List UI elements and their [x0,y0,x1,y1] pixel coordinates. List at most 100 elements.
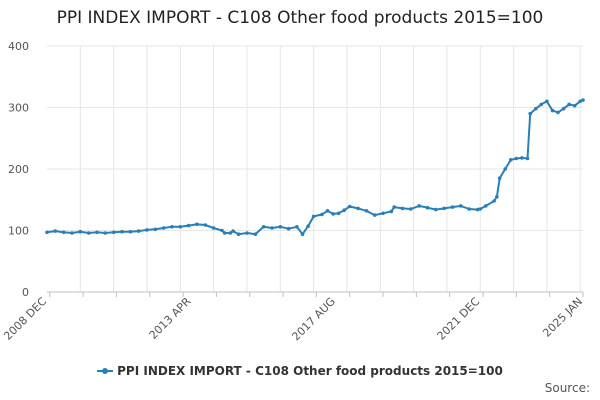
data-point [70,231,74,235]
data-point [245,231,249,235]
data-point [236,232,241,236]
data-point [286,226,291,231]
y-tick-label: 300 [8,102,29,115]
data-point [539,102,544,107]
data-point [417,204,421,208]
data-point [478,207,483,211]
chart-title: PPI INDEX IMPORT - C108 Other food produ… [56,8,544,28]
x-tick-label: 2025 JAN [540,295,585,340]
data-point [136,229,141,233]
series-line [46,99,584,236]
data-point [381,211,385,216]
data-point [503,167,508,171]
data-point [534,106,538,111]
data-point [220,228,224,233]
data-point [581,98,585,102]
x-tick-label: 2013 APR [147,295,194,342]
data-point [186,223,191,228]
data-point [111,230,116,235]
data-point [409,207,413,211]
x-tick-label: 2008 DEC [1,295,49,343]
data-point [45,230,49,235]
data-point [325,209,330,213]
data-point [450,205,455,209]
legend-dot [102,368,109,374]
data-point [389,209,394,214]
data-point [392,205,397,209]
data-point [128,229,133,234]
data-point [153,227,158,232]
data-point [545,99,549,104]
data-point [364,209,369,213]
x-tick-label: 2021 DEC [435,295,483,343]
data-point [336,211,341,216]
y-tick-label: 100 [8,225,29,238]
data-point [203,223,208,227]
source-label: Source: [544,381,590,395]
data-point [495,194,499,199]
data-point [253,232,258,236]
data-point [550,108,555,113]
data-point [222,231,227,235]
data-point [195,222,199,227]
data-point [231,229,235,233]
data-point [520,156,524,160]
data-point [578,99,582,104]
data-point [120,229,124,234]
data-point [525,156,530,161]
data-point [103,231,108,235]
data-point [400,206,405,211]
data-point [497,176,502,180]
data-point [95,230,99,235]
data-point [342,208,347,212]
data-point [442,206,446,211]
data-point [78,229,83,234]
data-point [261,225,266,229]
series-layer [45,98,585,236]
data-point [300,232,305,236]
data-point [509,158,513,162]
data-point [311,214,316,219]
data-point [567,102,571,107]
legend-item[interactable]: PPI INDEX IMPORT - C108 Other food produ… [97,364,503,378]
legend-marker-icon [97,366,114,376]
data-point [556,110,560,115]
data-point [561,106,566,111]
data-point [170,225,174,229]
data-point [492,199,496,203]
data-point [356,206,360,211]
y-tick-label: 200 [8,163,29,176]
data-point [528,111,532,116]
data-point [306,224,310,228]
data-point [145,228,149,232]
data-point [278,225,283,229]
data-point [475,207,480,212]
data-point [514,156,519,161]
data-point [270,226,274,230]
data-point [320,212,324,217]
data-point [86,231,91,235]
data-point [347,204,352,209]
data-point [228,231,233,235]
data-point [459,204,463,208]
y-tick-label: 400 [8,40,29,53]
data-point [53,229,58,233]
y-tick-label: 0 [22,286,29,299]
x-tick-label: 2017 AUG [289,295,338,344]
data-point [572,103,577,108]
data-point [372,213,377,217]
data-point [434,207,438,212]
data-point [467,207,471,211]
data-point [161,226,166,230]
legend[interactable]: PPI INDEX IMPORT - C108 Other food produ… [0,364,600,379]
data-point [211,226,216,230]
data-point [484,204,488,208]
data-point [331,212,335,216]
gridlines [47,45,583,292]
data-point [178,225,183,229]
data-point [425,205,430,210]
data-point [295,225,299,229]
legend-label: PPI INDEX IMPORT - C108 Other food produ… [117,364,503,378]
data-point [61,230,66,235]
